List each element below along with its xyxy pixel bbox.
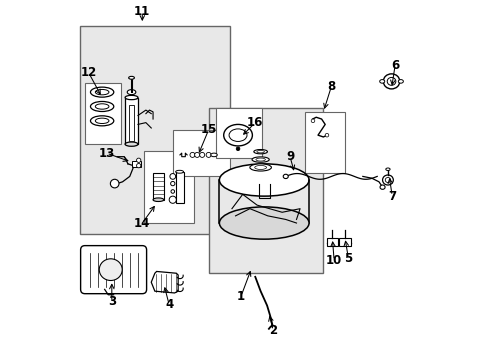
Text: 16: 16 [246, 116, 263, 129]
Text: 15: 15 [200, 123, 216, 136]
Text: 5: 5 [344, 252, 352, 265]
Text: 10: 10 [325, 254, 342, 267]
Bar [215, 108, 262, 158]
Ellipse shape [90, 102, 114, 112]
Ellipse shape [153, 198, 163, 202]
Bar [172, 130, 230, 176]
Ellipse shape [95, 104, 109, 109]
Text: 3: 3 [107, 296, 116, 309]
Text: 13: 13 [98, 147, 114, 159]
Circle shape [190, 152, 195, 157]
Ellipse shape [219, 207, 308, 239]
Text: 7: 7 [387, 190, 395, 203]
Circle shape [136, 163, 141, 168]
Circle shape [110, 179, 119, 188]
Text: 14: 14 [134, 216, 150, 230]
Text: 6: 6 [390, 59, 398, 72]
Ellipse shape [385, 177, 390, 183]
Bar [80, 26, 230, 234]
Bar [128, 105, 134, 140]
Circle shape [325, 134, 328, 137]
Circle shape [136, 158, 141, 162]
Ellipse shape [253, 149, 267, 154]
Ellipse shape [90, 116, 114, 126]
Bar [175, 172, 183, 203]
Ellipse shape [210, 153, 217, 157]
Bar [153, 173, 163, 200]
Circle shape [236, 147, 239, 150]
Bar [131, 161, 140, 167]
Bar [144, 151, 194, 223]
Circle shape [310, 119, 314, 123]
Bar [85, 83, 121, 144]
Ellipse shape [386, 77, 395, 85]
Ellipse shape [249, 164, 271, 171]
Bar [208, 108, 323, 273]
Circle shape [194, 152, 199, 157]
Ellipse shape [379, 185, 384, 189]
Ellipse shape [90, 87, 114, 97]
Text: 12: 12 [80, 66, 97, 79]
Circle shape [169, 174, 175, 179]
Ellipse shape [383, 74, 399, 89]
Ellipse shape [398, 80, 403, 83]
Bar [305, 112, 344, 173]
Text: 11: 11 [134, 5, 150, 18]
Ellipse shape [175, 170, 183, 173]
Ellipse shape [255, 158, 265, 161]
Circle shape [170, 181, 175, 186]
Ellipse shape [125, 142, 138, 146]
Ellipse shape [128, 76, 134, 79]
Ellipse shape [125, 95, 138, 100]
Bar [326, 238, 337, 246]
Ellipse shape [223, 125, 252, 146]
Ellipse shape [256, 150, 264, 153]
Bar [125, 98, 138, 144]
Ellipse shape [127, 90, 136, 95]
Ellipse shape [251, 157, 269, 162]
Ellipse shape [385, 168, 389, 171]
Polygon shape [151, 271, 178, 293]
Text: 4: 4 [165, 298, 173, 311]
Circle shape [171, 190, 174, 193]
Ellipse shape [99, 259, 122, 280]
Ellipse shape [219, 164, 308, 196]
Circle shape [169, 196, 176, 203]
Ellipse shape [95, 118, 109, 123]
Text: 2: 2 [268, 324, 277, 337]
Text: 1: 1 [236, 290, 244, 303]
Ellipse shape [283, 174, 287, 179]
Bar [339, 238, 350, 246]
Circle shape [206, 152, 211, 157]
Circle shape [199, 152, 204, 157]
Ellipse shape [228, 129, 246, 141]
FancyBboxPatch shape [81, 246, 146, 294]
Ellipse shape [379, 80, 384, 83]
Ellipse shape [382, 175, 392, 185]
Ellipse shape [95, 89, 109, 95]
Ellipse shape [254, 166, 266, 170]
Text: 9: 9 [285, 150, 294, 163]
Text: 8: 8 [326, 80, 335, 93]
